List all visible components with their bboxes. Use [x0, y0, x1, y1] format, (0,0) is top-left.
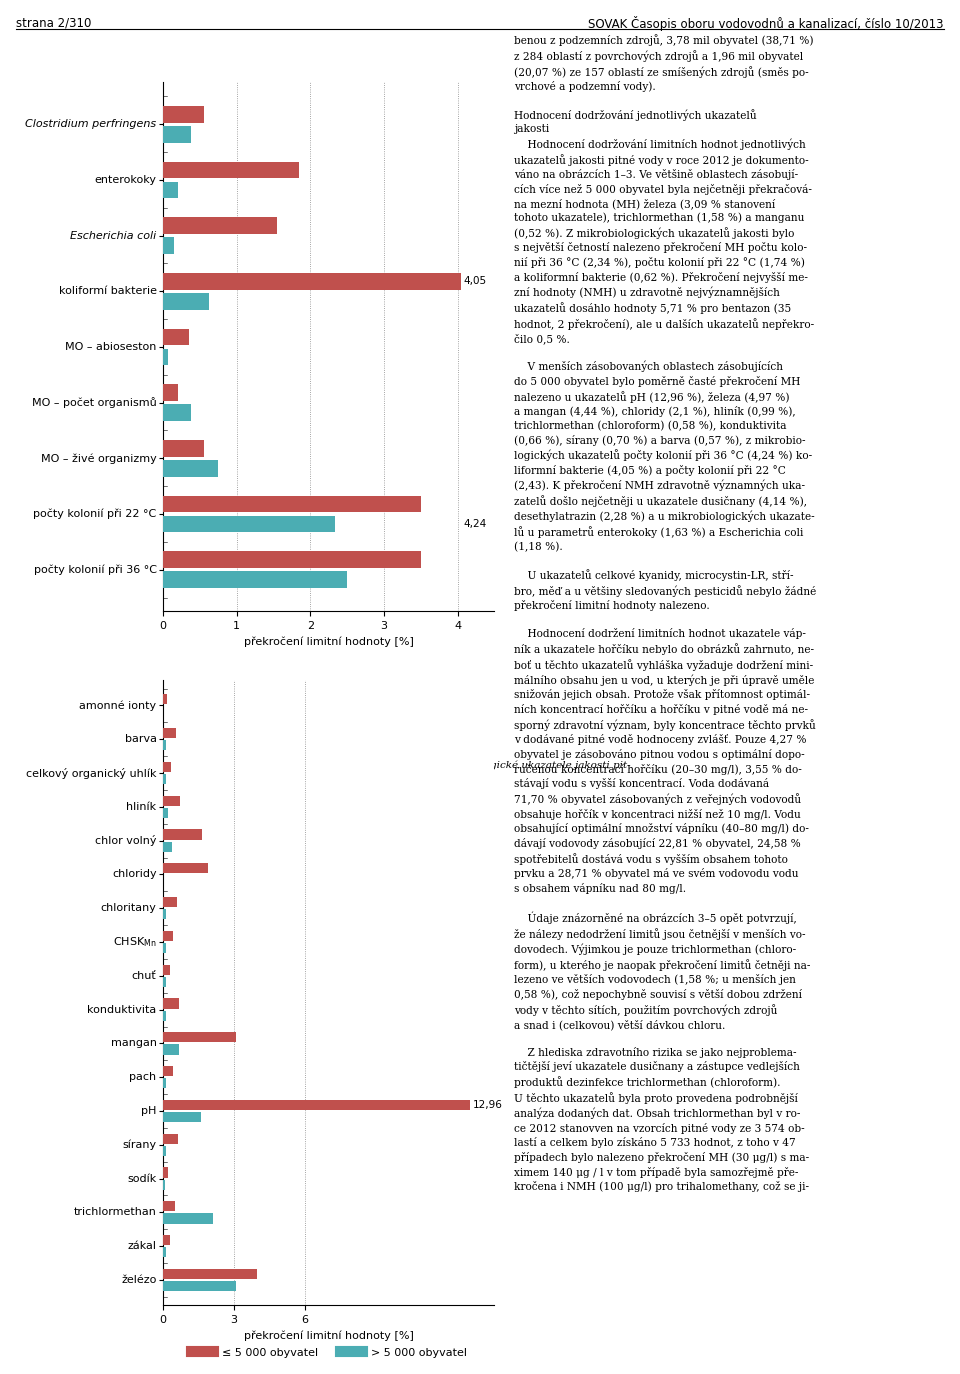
- Text: želézo: želézo: [121, 1275, 156, 1285]
- Bar: [163, 440, 204, 456]
- Legend: ≤ 5 000 obyvatel, > 5 000 obyvatel: ≤ 5 000 obyvatel, > 5 000 obyvatel: [186, 702, 471, 723]
- Bar: [163, 162, 300, 179]
- Text: počty kolonií při 36 °C: počty kolonií při 36 °C: [34, 565, 156, 574]
- Bar: [163, 728, 177, 738]
- Bar: [163, 897, 177, 907]
- Text: chloritany: chloritany: [101, 903, 156, 914]
- Text: enterokoky: enterokoky: [95, 174, 156, 185]
- Text: počty kolonií při 22 °C: počty kolonií při 22 °C: [34, 508, 156, 519]
- Bar: [163, 460, 219, 477]
- Bar: [163, 515, 335, 532]
- Bar: [163, 106, 204, 122]
- Text: mangan: mangan: [110, 1039, 156, 1048]
- Bar: [163, 830, 203, 840]
- Text: MO – počet organismů: MO – počet organismů: [32, 397, 156, 408]
- Legend: ≤ 5 000 obyvatel, > 5 000 obyvatel: ≤ 5 000 obyvatel, > 5 000 obyvatel: [186, 1342, 471, 1362]
- Bar: [163, 1235, 170, 1245]
- Bar: [163, 1032, 236, 1043]
- Bar: [163, 842, 172, 852]
- Bar: [163, 694, 167, 705]
- Text: zákal: zákal: [128, 1241, 156, 1252]
- Bar: [163, 808, 168, 818]
- Bar: [163, 1180, 165, 1190]
- Bar: [163, 1201, 175, 1212]
- Bar: [163, 910, 165, 919]
- Bar: [163, 863, 208, 874]
- Text: hliník: hliník: [127, 802, 156, 812]
- Text: strana 2/310: strana 2/310: [16, 16, 92, 29]
- Text: benou z podzemních zdrojů, 3,78 mil obyvatel (38,71 %)
z 284 oblastí z povrchový: benou z podzemních zdrojů, 3,78 mil obyv…: [514, 34, 816, 1193]
- Text: amonné ionty: amonné ionty: [80, 701, 156, 710]
- Bar: [163, 763, 172, 772]
- Bar: [163, 1099, 469, 1110]
- Text: pach: pach: [130, 1072, 156, 1083]
- Bar: [163, 1011, 165, 1021]
- Bar: [163, 943, 165, 954]
- Bar: [163, 930, 173, 941]
- Bar: [163, 774, 165, 785]
- Bar: [163, 385, 178, 401]
- Text: chlor volný: chlor volný: [95, 835, 156, 846]
- Bar: [163, 1066, 173, 1076]
- Bar: [163, 1146, 166, 1156]
- Bar: [163, 126, 191, 143]
- Text: pH: pH: [141, 1106, 156, 1116]
- Text: Obr. 1: Překročení limitní hodnoty pro mikrobiologické a biologické ukazatele ja: Obr. 1: Překročení limitní hodnoty pro m…: [163, 760, 631, 780]
- Text: SOVAK Časopis oboru vodovodnů a kanalizací, číslo 10/2013: SOVAK Časopis oboru vodovodnů a kanaliza…: [588, 16, 944, 32]
- Text: sírany: sírany: [123, 1139, 156, 1150]
- Bar: [163, 796, 180, 805]
- Bar: [163, 217, 277, 234]
- Text: MO – živé organizmy: MO – živé organizmy: [41, 453, 156, 463]
- Bar: [163, 1134, 178, 1143]
- Text: koliformí bakterie: koliformí bakterie: [59, 286, 156, 297]
- Bar: [163, 273, 462, 290]
- Text: 12,96: 12,96: [473, 1101, 503, 1110]
- Bar: [163, 551, 420, 567]
- Text: MO – abioseston: MO – abioseston: [65, 342, 156, 352]
- Text: 4,24: 4,24: [464, 519, 487, 529]
- Bar: [163, 238, 175, 254]
- Text: Clostridium perfringens: Clostridium perfringens: [26, 120, 156, 129]
- Bar: [163, 328, 189, 345]
- Text: konduktivita: konduktivita: [87, 1004, 156, 1014]
- Text: trichlormethan: trichlormethan: [74, 1208, 156, 1217]
- Text: celkový organický uhlík: celkový organický uhlík: [26, 768, 156, 779]
- Bar: [163, 349, 168, 365]
- Bar: [163, 741, 166, 750]
- Bar: [163, 572, 348, 588]
- Bar: [163, 1268, 257, 1279]
- Text: barva: barva: [125, 734, 156, 745]
- Bar: [163, 181, 178, 198]
- Text: CHSK$_{\mathregular{Mn}}$: CHSK$_{\mathregular{Mn}}$: [113, 936, 156, 949]
- Bar: [163, 1112, 201, 1123]
- Bar: [163, 1044, 180, 1055]
- Bar: [163, 1213, 213, 1223]
- Bar: [163, 1248, 165, 1257]
- Bar: [163, 1281, 236, 1292]
- Text: Escherichia coli: Escherichia coli: [70, 231, 156, 240]
- Bar: [163, 999, 179, 1009]
- X-axis label: překročení limitní hodnoty [%]: překročení limitní hodnoty [%]: [244, 1330, 414, 1341]
- Bar: [163, 496, 420, 513]
- Bar: [163, 965, 170, 974]
- Bar: [163, 1168, 168, 1178]
- Text: chloridy: chloridy: [112, 870, 156, 879]
- Text: chuť: chuť: [132, 971, 156, 981]
- Text: sodík: sodík: [128, 1173, 156, 1183]
- Text: 4,05: 4,05: [464, 276, 487, 286]
- Bar: [163, 404, 191, 420]
- Bar: [163, 293, 209, 309]
- X-axis label: překročení limitní hodnoty [%]: překročení limitní hodnoty [%]: [244, 636, 414, 647]
- Bar: [163, 977, 165, 987]
- Bar: [163, 1079, 166, 1088]
